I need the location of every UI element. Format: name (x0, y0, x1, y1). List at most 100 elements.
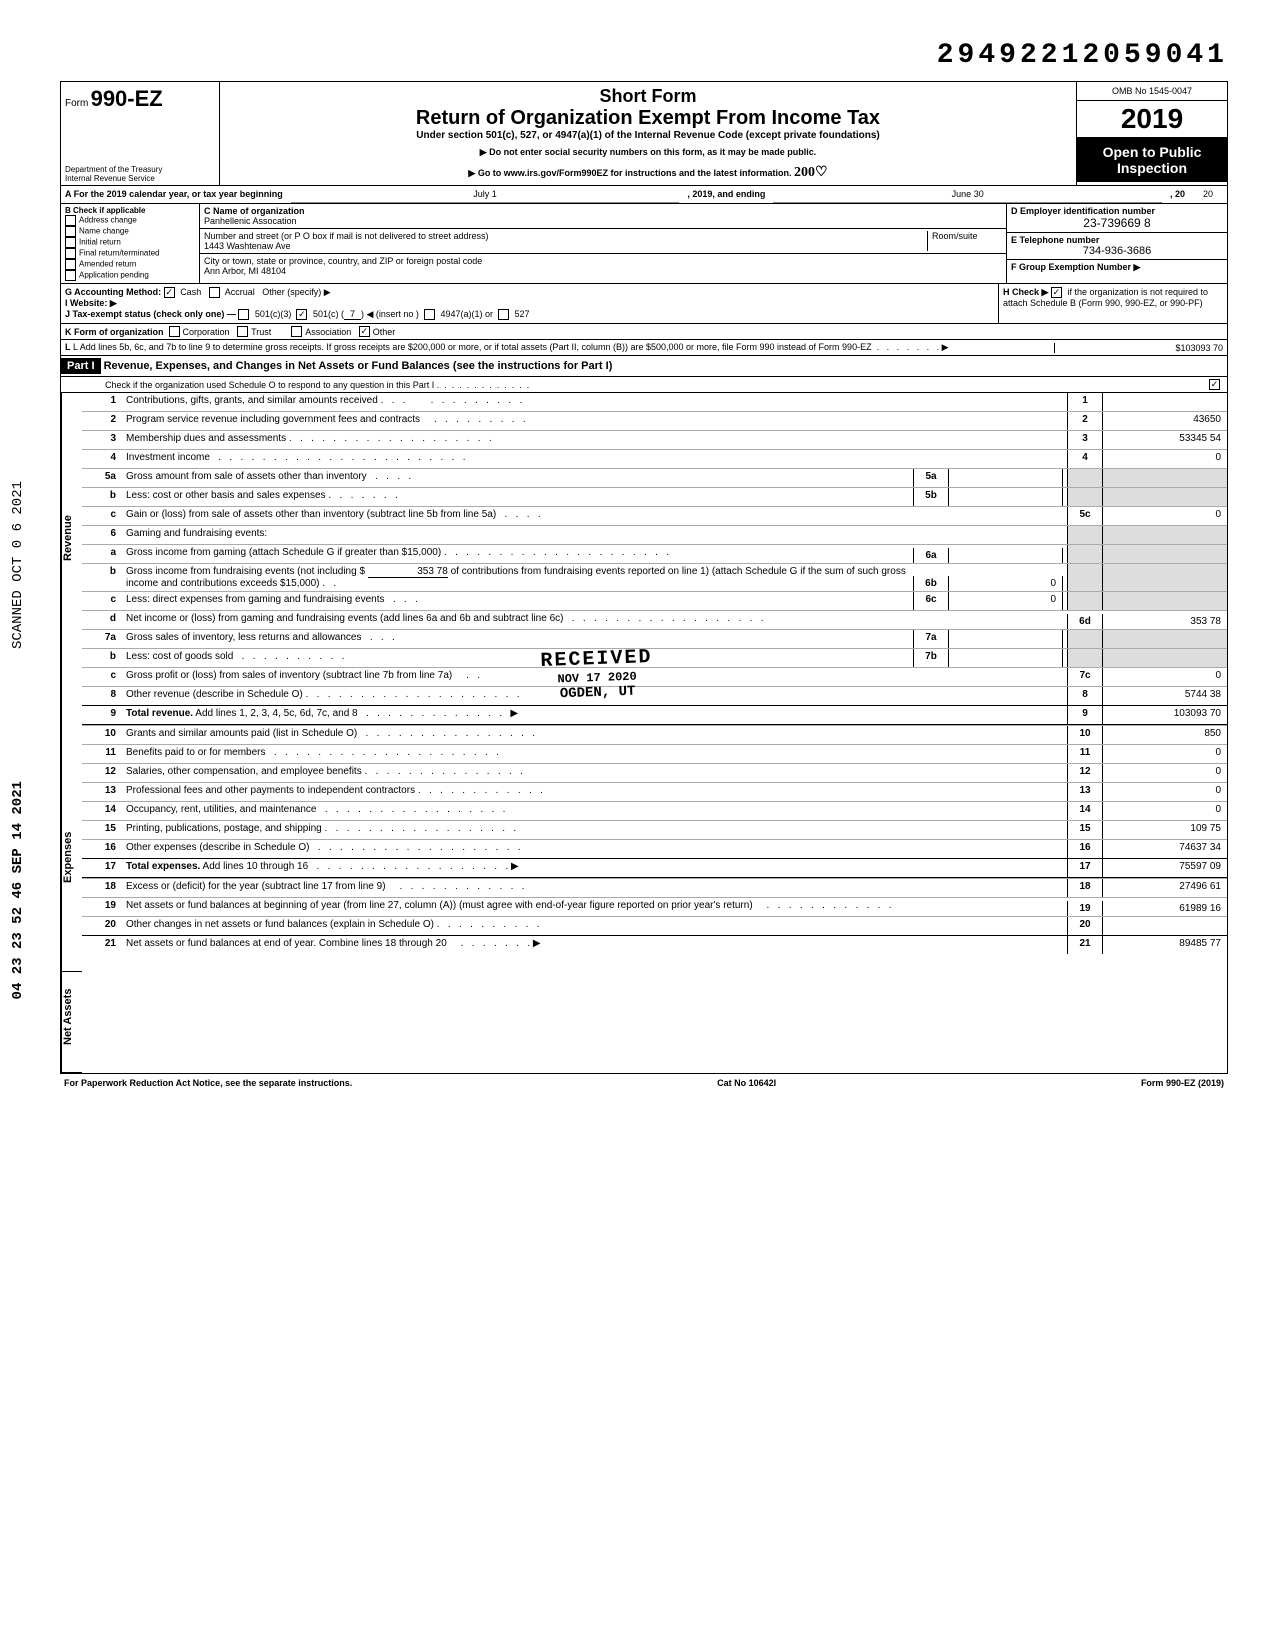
side-revenue: Revenue (61, 393, 82, 783)
margin-scanned: SCANNED OCT 0 6 2021 (10, 481, 26, 649)
row-i: I Website: ▶ (65, 298, 994, 309)
room-suite-label: Room/suite (927, 231, 1002, 251)
row-k: K Form of organization Corporation Trust… (61, 324, 1227, 340)
cb-cash[interactable] (164, 287, 175, 298)
section-b: B Check if applicable Address change Nam… (61, 204, 200, 283)
row-g: G Accounting Method: Cash Accrual Other … (65, 287, 994, 298)
line-20: 20Other changes in net assets or fund ba… (82, 916, 1227, 935)
side-net-assets: Net Assets (61, 972, 82, 1073)
part1-badge: Part I (61, 358, 101, 374)
cb-no-sched-b[interactable] (1051, 287, 1062, 298)
cb-final-return[interactable] (65, 248, 76, 259)
line-6: 6Gaming and fundraising events: (82, 525, 1227, 544)
line-2: 2Program service revenue including gover… (82, 411, 1227, 430)
line-8: 8Other revenue (describe in Schedule O) … (82, 686, 1227, 705)
form-number: 990-EZ (91, 86, 163, 111)
line-16: 16Other expenses (describe in Schedule O… (82, 839, 1227, 858)
section-def: D Employer identification number 23-7396… (1006, 204, 1227, 283)
tax-year: 2019 (1077, 101, 1227, 138)
section-b-label: B Check if applicable (65, 206, 195, 215)
cb-other-org[interactable] (359, 326, 370, 337)
street-address: 1443 Washtenaw Ave (204, 241, 927, 251)
form-footer: For Paperwork Reduction Act Notice, see … (60, 1074, 1228, 1092)
phone-label: E Telephone number (1011, 235, 1223, 245)
subtitle: Under section 501(c), 527, or 4947(a)(1)… (228, 130, 1068, 141)
line-6c: cLess: direct expenses from gaming and f… (82, 591, 1227, 610)
cb-527[interactable] (498, 309, 509, 320)
cb-assoc[interactable] (291, 326, 302, 337)
cb-amended[interactable] (65, 259, 76, 270)
part1-header-row: Part I Revenue, Expenses, and Changes in… (61, 356, 1227, 377)
part1-title: Revenue, Expenses, and Changes in Net As… (104, 360, 613, 372)
line-17: 17Total expenses. Add lines 10 through 1… (82, 858, 1227, 878)
open-public-badge: Open to Public Inspection (1077, 138, 1227, 182)
cb-501c3[interactable] (238, 309, 249, 320)
cb-4947[interactable] (424, 309, 435, 320)
cb-trust[interactable] (237, 326, 248, 337)
line-6d: dNet income or (loss) from gaming and fu… (82, 610, 1227, 629)
cb-initial-return[interactable] (65, 237, 76, 248)
part1-body: RECEIVED NOV 17 2020 OGDEN, UT Revenue E… (61, 393, 1227, 1073)
line-1: 1Contributions, gifts, grants, and simil… (82, 393, 1227, 411)
cb-address-change[interactable] (65, 215, 76, 226)
line-13: 13Professional fees and other payments t… (82, 782, 1227, 801)
line-12: 12Salaries, other compensation, and empl… (82, 763, 1227, 782)
footer-left: For Paperwork Reduction Act Notice, see … (64, 1078, 352, 1088)
city-state-zip: Ann Arbor, MI 48104 (204, 266, 1002, 276)
line-7a: 7aGross sales of inventory, less returns… (82, 629, 1227, 648)
cb-501c[interactable] (296, 309, 307, 320)
section-bcdef: B Check if applicable Address change Nam… (61, 204, 1227, 284)
phone-value: 734-936-3686 (1011, 245, 1223, 257)
line-18: 18Excess or (deficit) for the year (subt… (82, 878, 1227, 897)
form-header: Form 990-EZ Department of the Treasury I… (61, 82, 1227, 186)
line-21: 21Net assets or fund balances at end of … (82, 935, 1227, 954)
header-right: OMB No 1545-0047 2019 Open to Public Ins… (1076, 82, 1227, 185)
line-10: 10Grants and similar amounts paid (list … (82, 725, 1227, 744)
gross-receipts: 103093 70 (1180, 343, 1223, 353)
line-5b: bLess: cost or other basis and sales exp… (82, 487, 1227, 506)
end-date: June 30 (773, 186, 1162, 203)
row-a-tax-year: A For the 2019 calendar year, or tax yea… (61, 186, 1227, 204)
line-3: 3Membership dues and assessments . . . .… (82, 430, 1227, 449)
header-left: Form 990-EZ Department of the Treasury I… (61, 82, 220, 185)
note-ssn: ▶ Do not enter social security numbers o… (228, 147, 1068, 158)
short-form-title: Short Form (228, 86, 1068, 107)
line-4: 4Investment income . . . . . . . . . . .… (82, 449, 1227, 468)
row-h: H Check ▶ if the organization is not req… (999, 284, 1227, 323)
org-name: Panhellenic Assocation (204, 216, 1002, 226)
note-web: ▶ Go to www.irs.gov/Form990EZ for instru… (228, 164, 1068, 181)
line-9: 9Total revenue. Add lines 1, 2, 3, 4, 5c… (82, 705, 1227, 725)
line-19: 19Net assets or fund balances at beginni… (82, 897, 1227, 916)
irs-label: Internal Revenue Service (65, 174, 162, 183)
row-j: J Tax-exempt status (check only one) — 5… (65, 309, 994, 320)
row-a-label: A For the 2019 calendar year, or tax yea… (61, 186, 287, 203)
footer-cat: Cat No 10642I (717, 1078, 776, 1088)
part1-check-row: Check if the organization used Schedule … (61, 377, 1227, 393)
addr-label: Number and street (or P O box if mail is… (204, 231, 927, 241)
footer-form: Form 990-EZ (2019) (1141, 1078, 1224, 1088)
name-label: C Name of organization (204, 206, 1002, 216)
line-14: 14Occupancy, rent, utilities, and mainte… (82, 801, 1227, 820)
handwritten-mark: 200♡ (794, 165, 828, 180)
begin-date: July 1 (291, 186, 680, 203)
side-expenses: Expenses (61, 783, 82, 972)
margin-dln: 04 23 23 52 46 SEP 14 2021 (10, 781, 26, 999)
group-exemption-label: F Group Exemption Number ▶ (1011, 262, 1223, 273)
cb-app-pending[interactable] (65, 270, 76, 281)
row-l: L L Add lines 5b, 6c, and 7b to line 9 t… (61, 340, 1227, 356)
form-990ez: Form 990-EZ Department of the Treasury I… (60, 81, 1228, 1074)
line-7b: bLess: cost of goods sold . . . . . . . … (82, 648, 1227, 667)
header-center: Short Form Return of Organization Exempt… (220, 82, 1076, 185)
cb-corp[interactable] (169, 326, 180, 337)
section-c: C Name of organization Panhellenic Assoc… (200, 204, 1006, 283)
cb-name-change[interactable] (65, 226, 76, 237)
line-6b: bGross income from fundraising events (n… (82, 563, 1227, 591)
line-7c: cGross profit or (loss) from sales of in… (82, 667, 1227, 686)
cb-accrual[interactable] (209, 287, 220, 298)
line-6a: aGross income from gaming (attach Schedu… (82, 544, 1227, 563)
header-id: 29492212059041 (60, 40, 1228, 71)
main-title: Return of Organization Exempt From Incom… (228, 107, 1068, 130)
omb-number: OMB No 1545-0047 (1077, 82, 1227, 101)
cb-sched-o[interactable] (1209, 379, 1220, 390)
form-label: Form (65, 98, 88, 109)
